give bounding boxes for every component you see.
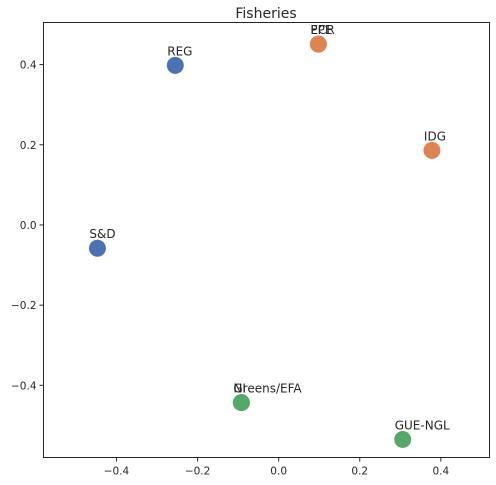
chart-title: Fisheries	[235, 6, 296, 22]
y-tick-label: 0.0	[20, 220, 37, 232]
point-label: S&D	[89, 227, 115, 241]
x-tick-label: −0.4	[104, 466, 130, 478]
x-tick-label: 0.2	[351, 466, 368, 478]
scatter-point	[394, 431, 411, 448]
plot-area: −0.4 −0.2 0.0 0.2 0.4 −0.4 −0.2 0.0 0.2 0.4 REG S&D…	[11, 23, 450, 477]
scatter-point	[89, 240, 106, 257]
x-tick-label: 0.0	[270, 466, 287, 478]
y-tick-label: −0.2	[11, 300, 37, 312]
point-label: REG	[167, 44, 192, 58]
x-tick-label: −0.2	[185, 466, 211, 478]
point-label: PPE	[310, 23, 332, 37]
y-tick-label: −0.4	[11, 380, 37, 392]
point-label: GUE-NGL	[395, 418, 450, 432]
scatter-point	[233, 394, 250, 411]
scatter-point	[167, 57, 184, 74]
x-tick-label: 0.4	[432, 466, 449, 478]
y-tick-label: 0.2	[20, 140, 37, 152]
y-tick-label: 0.4	[20, 60, 37, 72]
point-label: Greens/EFA	[233, 382, 302, 396]
scatter-point	[310, 36, 327, 53]
scatter-point	[423, 142, 440, 159]
point-label: IDG	[424, 129, 446, 143]
